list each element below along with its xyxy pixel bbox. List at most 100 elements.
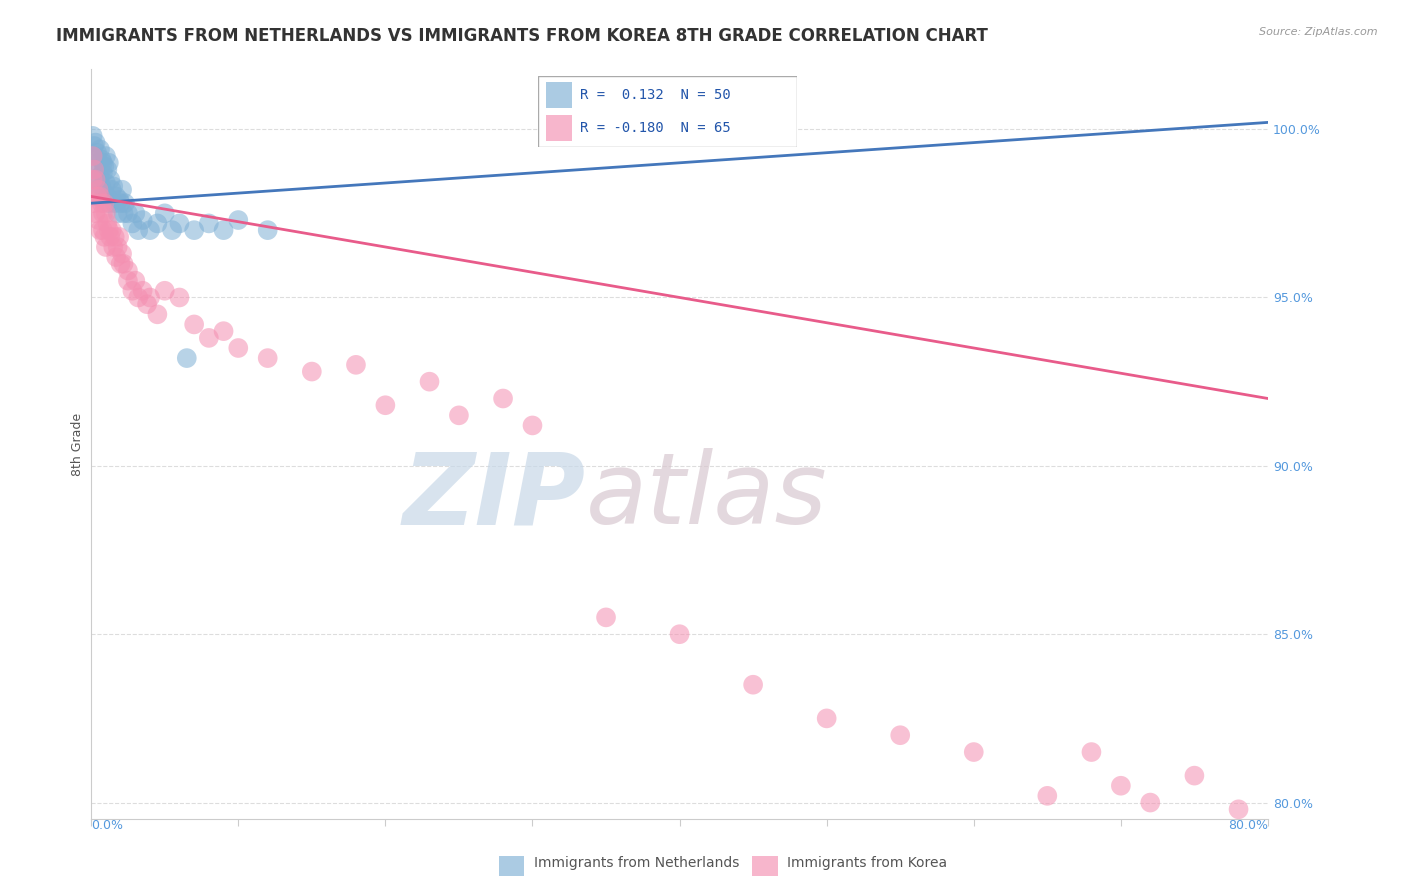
Point (82, 172, 104, 186)
Point (93, 230, 115, 244)
Point (492, 392, 515, 406)
Point (87, 213, 110, 227)
Text: IMMIGRANTS FROM NETHERLANDS VS IMMIGRANTS FROM KOREA 8TH GRADE CORRELATION CHART: IMMIGRANTS FROM NETHERLANDS VS IMMIGRANT… (56, 27, 988, 45)
Point (1139, 796, 1161, 810)
Point (90, 179, 112, 194)
Point (94, 240, 117, 254)
Point (87, 183, 110, 197)
Point (595, 610, 617, 624)
Point (91, 156, 114, 170)
Point (96, 189, 118, 203)
Point (89, 223, 111, 237)
Point (97, 156, 120, 170)
Point (83, 139, 105, 153)
Point (1109, 779, 1132, 793)
Point (198, 331, 221, 345)
Point (110, 257, 132, 271)
Point (97, 196, 120, 211)
Point (83, 162, 105, 177)
Point (169, 216, 191, 230)
Point (111, 183, 134, 197)
Point (418, 375, 440, 389)
Point (183, 223, 205, 237)
Point (1080, 745, 1102, 759)
Point (107, 206, 129, 220)
Point (522, 418, 544, 433)
Point (105, 250, 128, 264)
Point (160, 223, 183, 237)
Point (101, 183, 124, 197)
Point (153, 284, 176, 298)
Point (97, 223, 120, 237)
Point (108, 193, 131, 207)
Point (94, 149, 117, 163)
Point (94, 206, 117, 220)
Point (226, 213, 249, 227)
Point (668, 627, 690, 641)
Point (110, 196, 132, 211)
Point (1036, 789, 1059, 803)
Point (136, 297, 159, 311)
Point (1227, 802, 1250, 816)
Point (127, 291, 149, 305)
Text: ZIP: ZIP (402, 448, 585, 545)
Point (84, 206, 107, 220)
Point (90, 153, 112, 167)
Point (91, 223, 114, 237)
Point (82, 128, 104, 143)
Text: Source: ZipAtlas.com: Source: ZipAtlas.com (1260, 27, 1378, 37)
Point (256, 223, 278, 237)
Point (101, 223, 124, 237)
Point (176, 351, 198, 365)
Point (301, 365, 323, 379)
Point (89, 189, 111, 203)
Point (153, 206, 176, 220)
Point (344, 358, 367, 372)
Point (96, 162, 118, 177)
Point (374, 398, 396, 412)
Point (93, 159, 115, 173)
Point (815, 711, 838, 725)
Point (108, 230, 131, 244)
Point (889, 728, 911, 742)
Point (212, 324, 235, 338)
Point (84, 172, 107, 186)
Point (114, 196, 136, 211)
Text: 0.0%: 0.0% (91, 820, 124, 832)
Point (183, 318, 205, 332)
Point (93, 196, 115, 211)
Point (111, 246, 134, 260)
Point (963, 745, 986, 759)
Point (93, 186, 115, 200)
Text: Immigrants from Korea: Immigrants from Korea (787, 855, 948, 870)
Point (1184, 769, 1206, 783)
Point (104, 196, 127, 211)
Text: 80.0%: 80.0% (1227, 820, 1268, 832)
Point (124, 206, 146, 220)
Point (127, 223, 149, 237)
Point (117, 274, 139, 288)
Point (121, 216, 143, 230)
Point (91, 206, 114, 220)
Point (226, 341, 249, 355)
Point (82, 149, 104, 163)
Point (84, 162, 107, 177)
Point (105, 189, 128, 203)
Point (139, 223, 162, 237)
Point (86, 189, 108, 203)
Point (89, 142, 111, 156)
Point (107, 240, 129, 254)
Point (112, 257, 135, 271)
Point (103, 240, 125, 254)
Point (104, 230, 127, 244)
Point (117, 206, 139, 220)
Point (131, 284, 153, 298)
Point (169, 291, 191, 305)
Point (94, 176, 117, 190)
Point (98, 230, 121, 244)
Point (89, 169, 111, 184)
Point (447, 409, 470, 423)
Point (139, 291, 162, 305)
Point (117, 263, 139, 277)
Point (86, 172, 108, 186)
